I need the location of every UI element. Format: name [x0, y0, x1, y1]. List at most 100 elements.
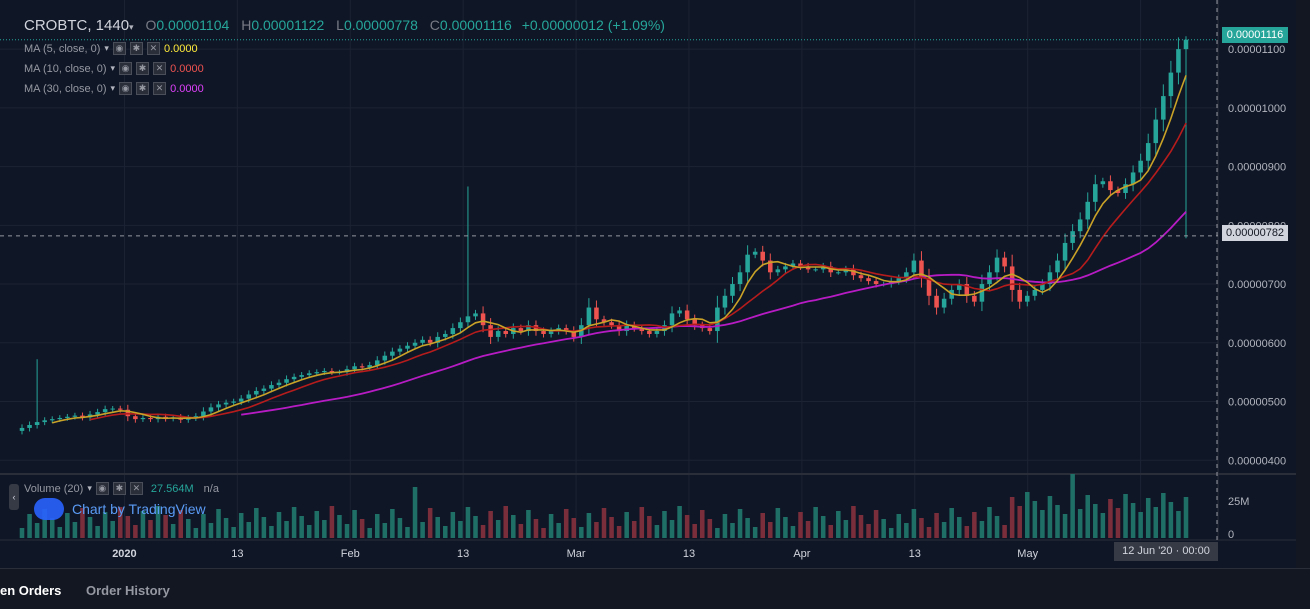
volume-bar — [1145, 498, 1151, 538]
candle-body — [390, 351, 395, 356]
volume-bar — [677, 506, 682, 538]
chevron-down-icon[interactable]: ▾ — [129, 22, 134, 32]
candle-body — [692, 319, 697, 326]
tab-order-history[interactable]: Order History — [86, 583, 170, 598]
volume-bar — [956, 517, 962, 538]
candle-body — [231, 401, 236, 403]
volume-bar — [949, 508, 954, 538]
chevron-down-icon[interactable]: ▾ — [110, 63, 116, 73]
candle-body — [34, 422, 40, 426]
volume-bar — [783, 517, 788, 538]
volume-bar — [299, 516, 304, 538]
volume-bar — [594, 522, 599, 538]
candle-body — [609, 322, 614, 326]
candle-body — [1115, 190, 1121, 194]
close-icon[interactable]: ✕ — [153, 82, 167, 95]
candle-body — [979, 284, 985, 302]
candle-body — [1025, 295, 1030, 302]
chart-area[interactable]: 0.00000400 0.00000500 0.00000600 0.00000700… — [0, 0, 1310, 568]
volume-bar — [669, 520, 675, 538]
volume-bar — [291, 507, 297, 538]
candle-body — [291, 376, 297, 380]
right-scroll-strip[interactable] — [1296, 0, 1310, 568]
candle-body — [1040, 284, 1045, 290]
candlestick-chart[interactable]: 0.00000400 0.00000500 0.00000600 0.00000700… — [0, 0, 1310, 568]
volume-bar — [254, 508, 259, 538]
volume-bar — [684, 515, 690, 538]
eye-icon[interactable]: ◉ — [119, 62, 133, 75]
volume-bar — [276, 512, 282, 538]
indicator-ma10[interactable]: MA (10, close, 0) ▾ ◉ ✱ ✕ 0.0000 — [24, 62, 204, 75]
volume-bar — [495, 520, 501, 538]
y-tick-label: 0.00000600 — [1228, 338, 1286, 350]
candle-body — [488, 325, 493, 337]
candle-body — [1085, 201, 1091, 220]
volume-bar — [1055, 505, 1060, 538]
candle-body — [208, 407, 214, 412]
volume-bar — [503, 506, 509, 538]
eye-icon[interactable]: ◉ — [119, 82, 133, 95]
volume-bar — [148, 520, 153, 538]
volume-bar — [102, 512, 108, 538]
candle-body — [722, 295, 728, 308]
close-icon[interactable]: ✕ — [129, 482, 143, 495]
volume-bar — [1123, 494, 1128, 538]
y-tick-label: 0.00000900 — [1228, 162, 1286, 174]
volume-bar — [888, 528, 894, 538]
volume-bar — [133, 525, 138, 538]
symbol-title[interactable]: CROBTC, 1440 — [24, 17, 130, 34]
gear-icon[interactable]: ✱ — [136, 62, 150, 75]
volume-bar — [405, 527, 410, 538]
volume-bar — [775, 508, 781, 538]
tradingview-watermark[interactable]: Chart by TradingView — [34, 498, 206, 520]
y-tick-label: 0.00001100 — [1228, 44, 1285, 56]
eye-icon[interactable]: ◉ — [112, 42, 126, 55]
indicator-label: MA (30, close, 0) — [24, 82, 107, 95]
ma30-line — [241, 211, 1187, 416]
volume-bar — [1153, 507, 1159, 538]
candle-body — [730, 284, 735, 296]
candle-body — [843, 269, 849, 273]
crosshair-date-tag: 12 Jun '20 · 00:00 — [1114, 542, 1218, 561]
indicator-label: MA (10, close, 0) — [24, 62, 107, 75]
volume-value: 27.564M — [150, 482, 194, 495]
volume-indicator[interactable]: Volume (20) ▾ ◉ ✱ ✕ 27.564M n/a — [24, 482, 219, 495]
volume-bar — [1025, 492, 1030, 538]
candle-body — [994, 257, 1000, 273]
chevron-down-icon[interactable]: ▾ — [104, 43, 109, 53]
volume-bar — [1085, 495, 1091, 538]
candle-body — [911, 260, 917, 273]
candle-body — [798, 263, 803, 267]
tab-open-orders[interactable]: en Orders — [0, 583, 62, 598]
close-label: C — [429, 17, 440, 33]
volume-bar — [1040, 510, 1045, 538]
volume-bar — [1047, 496, 1053, 538]
collapse-handle[interactable]: ‹ — [9, 484, 19, 510]
indicator-ma30[interactable]: MA (30, close, 0) ▾ ◉ ✱ ✕ 0.0000 — [24, 82, 204, 95]
gear-icon[interactable]: ✱ — [112, 482, 126, 495]
volume-bar — [27, 514, 32, 538]
candle-body — [299, 375, 304, 377]
ma10-line — [89, 122, 1187, 421]
volume-bar — [382, 523, 388, 538]
volume-bar — [609, 517, 614, 538]
close-icon[interactable]: ✕ — [153, 62, 167, 75]
candle-body — [518, 328, 524, 332]
gear-icon[interactable]: ✱ — [136, 82, 150, 95]
candle-body — [102, 409, 108, 413]
volume-bar — [420, 522, 425, 538]
eye-icon[interactable]: ◉ — [95, 482, 109, 495]
candle-body — [926, 278, 932, 296]
volume-bar — [790, 526, 796, 538]
indicator-ma5[interactable]: MA (5, close, 0) ▾ ◉ ✱ ✕ 0.0000 — [24, 42, 198, 55]
gear-icon[interactable]: ✱ — [129, 42, 143, 55]
x-tick-label: May — [1017, 548, 1038, 560]
chevron-down-icon[interactable]: ▾ — [87, 483, 92, 493]
chevron-down-icon[interactable]: ▾ — [110, 83, 116, 93]
close-icon[interactable]: ✕ — [146, 42, 160, 55]
candle-body — [1153, 119, 1159, 144]
candle-body — [1062, 242, 1068, 261]
x-tick-label: Apr — [793, 548, 810, 560]
y-tick-label: 0.00000500 — [1228, 397, 1286, 409]
candle-body — [639, 328, 645, 332]
